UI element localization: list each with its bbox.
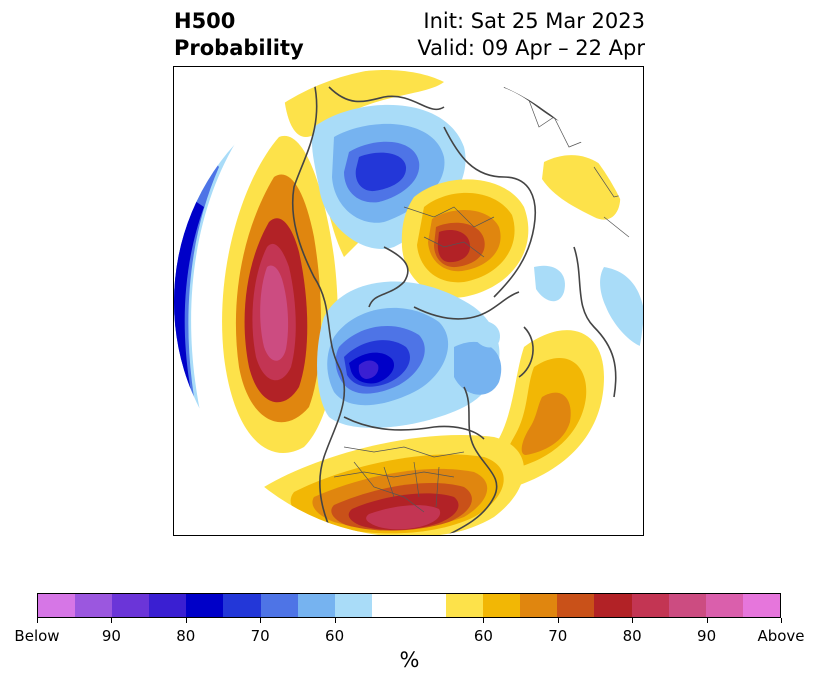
color-scale-segment (223, 594, 261, 617)
color-scale-label: 60 (473, 627, 493, 645)
color-scale-label: 90 (697, 627, 717, 645)
ne-positive-anomaly (542, 155, 621, 220)
color-scale-tick (185, 618, 187, 623)
color-scale-segment (631, 594, 669, 617)
color-scale-segment (334, 594, 372, 617)
color-scale-label: 80 (176, 627, 196, 645)
polar-negative (474, 320, 500, 348)
color-scale-label: 60 (325, 627, 345, 645)
color-scale-segment (594, 594, 632, 617)
init-date: Init: Sat 25 Mar 2023 (423, 9, 645, 33)
color-scale-label: 70 (250, 627, 270, 645)
color-scale-tick (37, 618, 38, 623)
color-scale-segment (297, 594, 335, 617)
color-scale-tick (781, 618, 782, 623)
color-scale-label: 90 (101, 627, 121, 645)
polar-map (174, 67, 643, 535)
color-scale-segment (557, 594, 595, 617)
color-scale-segment (408, 594, 447, 617)
color-scale-segment (260, 594, 298, 617)
beaufort-negative-anomaly (454, 341, 502, 395)
eastern-us-positive-anomaly (262, 435, 524, 535)
color-scale-segment (186, 594, 224, 617)
color-scale-tick (260, 618, 262, 623)
central-asia-negative (534, 265, 565, 302)
color-scale-segment (112, 594, 150, 617)
color-scale-segment (371, 594, 409, 617)
color-scale-segment (75, 594, 113, 617)
europe-negative-anomaly (600, 267, 643, 347)
color-scale-segment (149, 594, 187, 617)
color-scale-tick (111, 618, 113, 623)
color-scale-tick (706, 618, 708, 623)
color-scale-tick (483, 618, 485, 623)
title-variable: H500 (174, 9, 236, 33)
color-scale-bar (37, 593, 781, 618)
title-product: Probability (174, 36, 304, 60)
color-scale-segment (446, 594, 484, 617)
color-scale-segment (483, 594, 521, 617)
color-scale-label: Above (757, 627, 805, 645)
color-scale-segment (742, 594, 780, 617)
color-scale-unit: % (399, 648, 420, 672)
valid-dates: Valid: 09 Apr – 22 Apr (417, 36, 645, 60)
color-scale-label: Below (14, 627, 60, 645)
color-scale-segment (520, 594, 558, 617)
chart-title-right: Init: Sat 25 Mar 2023 Valid: 09 Apr – 22… (417, 8, 645, 62)
color-scale-segment (668, 594, 706, 617)
color-scale-tick (632, 618, 634, 623)
color-scale-tick (334, 618, 336, 623)
color-scale-tick (557, 618, 559, 623)
chart-title-left: H500 Probability (174, 8, 304, 62)
color-scale-label: 70 (548, 627, 568, 645)
color-scale-label: 80 (622, 627, 642, 645)
color-scale-segment (705, 594, 743, 617)
color-scale-segment (38, 594, 76, 617)
western-canada-negative-anomaly (317, 281, 500, 428)
map-panel (173, 66, 644, 536)
siberia-positive-anomaly (401, 179, 529, 298)
color-scale-labels: Below 90 80 70 60 60 70 80 90 Above (14, 627, 804, 647)
north-pacific-positive-anomaly (222, 135, 338, 453)
